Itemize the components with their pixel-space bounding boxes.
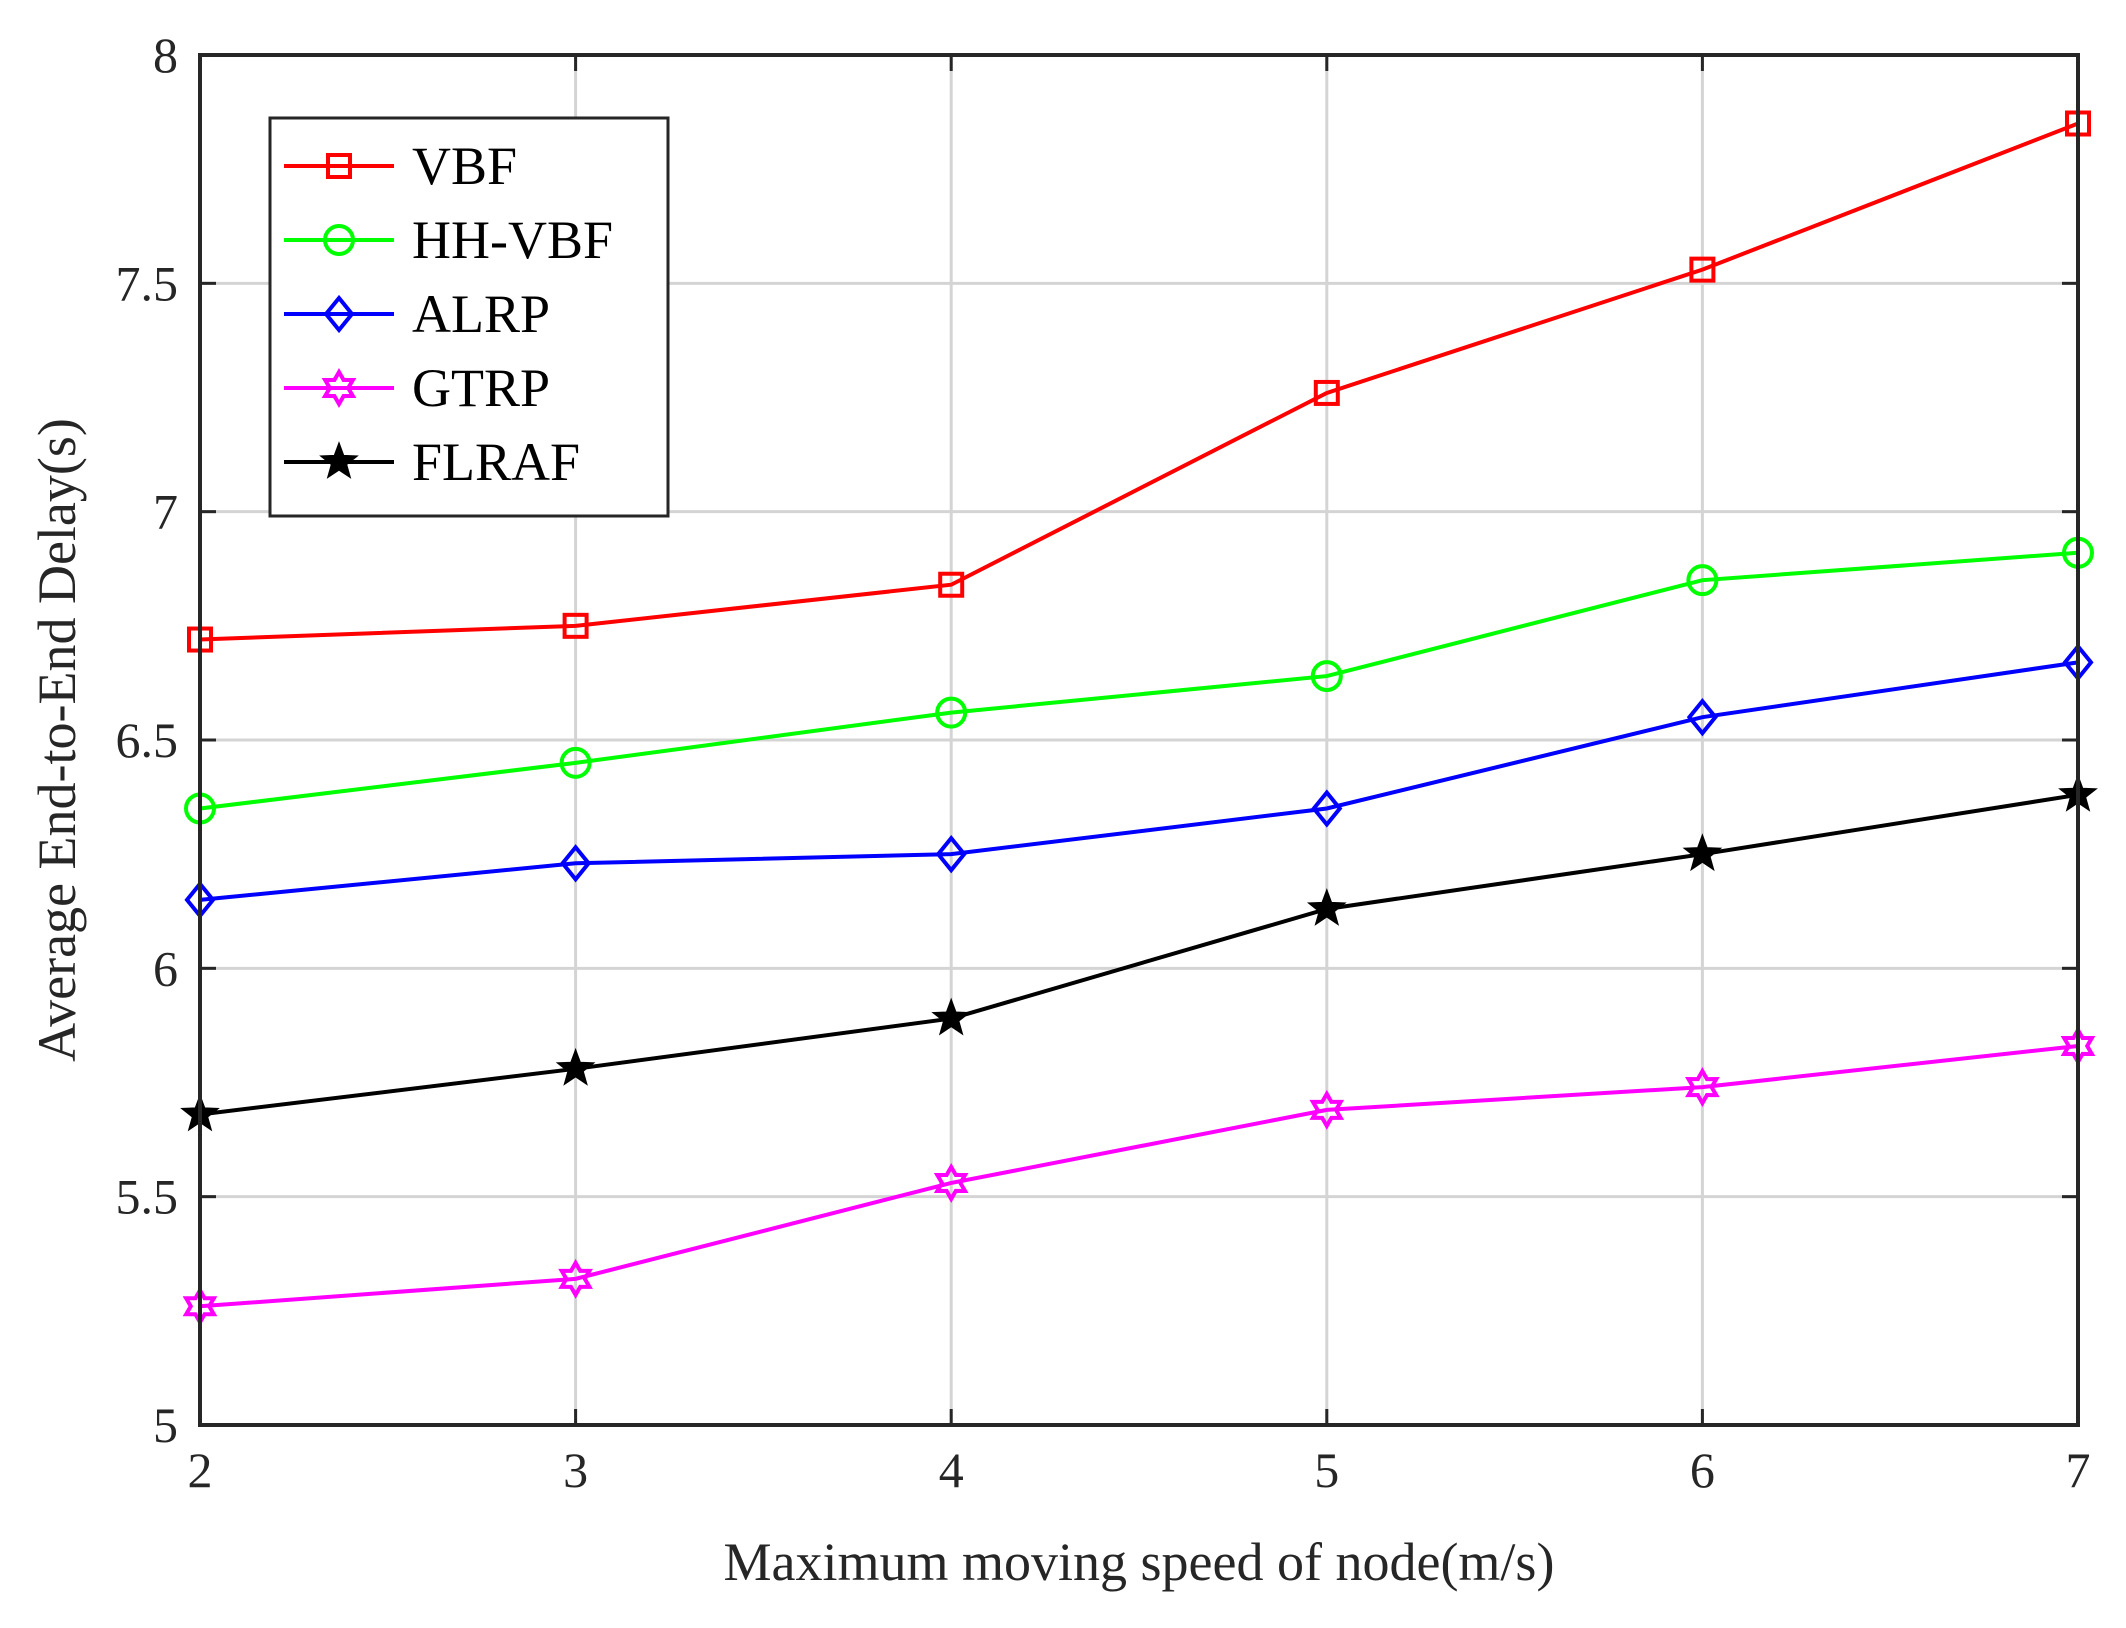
y-tick-label: 7.5	[116, 255, 179, 311]
y-tick-label: 6.5	[116, 712, 179, 768]
y-tick-label: 7	[153, 484, 178, 540]
x-tick-label: 5	[1314, 1442, 1339, 1498]
legend-marker	[323, 224, 355, 256]
series-hh-vbf	[184, 536, 2094, 825]
tick-labels: 2 3 4 5 6 7 5 5.5 6 6.5 7 7.5 8	[116, 27, 2091, 1498]
data-point-vbf-3	[562, 612, 589, 639]
data-point-vbf-6	[1689, 256, 1716, 283]
data-point-gtrp-3	[558, 1258, 593, 1299]
data-point-alrp-3	[560, 844, 592, 883]
data-point-flraf-5	[1306, 888, 1347, 926]
legend-item-gtrp: GTRP	[284, 358, 550, 418]
data-point-vbf-4	[938, 571, 965, 598]
legend-marker	[319, 441, 359, 479]
series-alrp	[184, 643, 2094, 920]
y-tick-label: 6	[153, 940, 178, 996]
legend-item-flraf: FLRAF	[284, 432, 580, 492]
legend-item-hh-vbf: HH-VBF	[284, 210, 613, 270]
legend-label: FLRAF	[412, 432, 580, 492]
series-layer	[180, 110, 2098, 1327]
legend-item-alrp: ALRP	[284, 284, 550, 344]
data-point-hh-vbf-5	[1310, 660, 1343, 693]
data-point-alrp-4	[935, 834, 967, 874]
legend-label: HH-VBF	[412, 210, 613, 270]
legend: VBF HH-VBF ALRP GTRP FLRAF	[268, 116, 670, 518]
x-tick-label: 3	[563, 1442, 588, 1498]
data-point-gtrp-4	[933, 1162, 969, 1203]
data-point-hh-vbf-3	[559, 746, 592, 779]
x-tick-label: 6	[1690, 1442, 1715, 1498]
series-line-gtrp	[199, 1043, 2079, 1309]
data-point-flraf-4	[931, 997, 972, 1036]
series-line-hh-vbf	[199, 550, 2079, 811]
x-tick-label: 7	[2066, 1442, 2091, 1498]
legend-marker	[323, 294, 355, 334]
series-line-flraf	[199, 792, 2079, 1117]
legend-label: ALRP	[412, 284, 550, 344]
y-axis-title: Average End-to-End Delay(s)	[27, 418, 87, 1062]
y-tick-label: 8	[153, 27, 178, 83]
data-point-flraf-6	[1682, 833, 1723, 872]
y-tick-label: 5.5	[116, 1169, 179, 1225]
x-tick-label: 4	[939, 1442, 964, 1498]
legend-label: GTRP	[412, 358, 550, 418]
data-point-vbf-5	[1313, 379, 1340, 406]
series-gtrp	[182, 1025, 2096, 1327]
series-line-vbf	[199, 121, 2079, 642]
data-point-hh-vbf-6	[1686, 564, 1719, 597]
legend-marker	[321, 367, 357, 409]
legend-item-vbf: VBF	[284, 136, 517, 196]
data-point-gtrp-5	[1309, 1089, 1345, 1130]
data-point-alrp-5	[1311, 789, 1343, 828]
data-point-alrp-6	[1686, 697, 1718, 737]
x-axis-title: Maximum moving speed of node(m/s)	[724, 1532, 1555, 1592]
data-point-flraf-3	[555, 1047, 596, 1086]
legend-label: VBF	[412, 136, 517, 196]
data-point-hh-vbf-4	[935, 696, 968, 729]
legend-marker	[326, 153, 352, 179]
data-point-gtrp-6	[1685, 1067, 1720, 1108]
y-tick-label: 5	[153, 1397, 178, 1453]
x-tick-label: 2	[188, 1442, 213, 1498]
series-line-alrp	[199, 660, 2079, 902]
